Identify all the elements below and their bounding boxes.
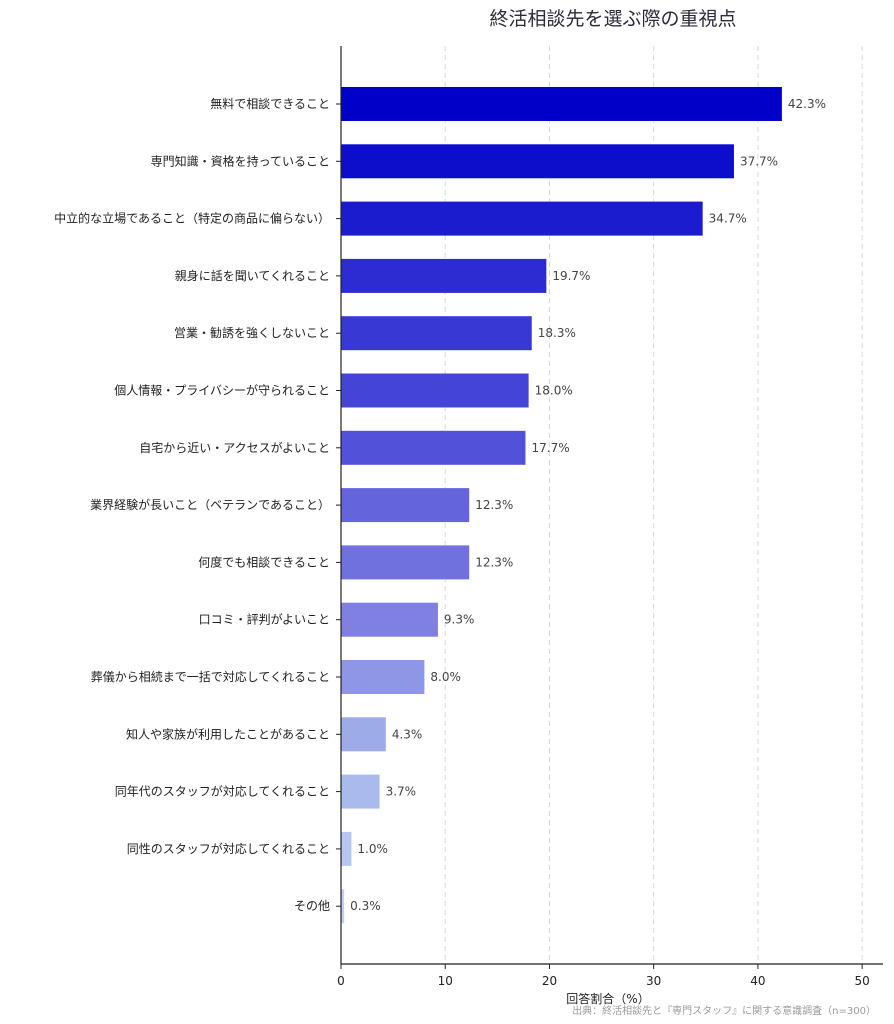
chart-title: 終活相談先を選ぶ際の重視点 [489, 8, 736, 30]
category-label: 無料で相談できること [210, 96, 330, 111]
data-label: 12.3% [475, 555, 513, 569]
bar [341, 660, 425, 694]
category-label: 専門知識・資格を持っていること [151, 153, 330, 168]
bar [341, 717, 386, 752]
x-tick-label: 10 [438, 974, 453, 988]
category-label: 同年代のスタッフが対応してくれること [115, 784, 330, 799]
data-label: 1.0% [357, 842, 388, 856]
bar [341, 889, 345, 924]
bars [341, 87, 782, 924]
category-label: その他 [294, 899, 330, 913]
bar [341, 488, 470, 523]
bar [341, 316, 532, 351]
category-label: 中立的な立場であること（特定の商品に偏らない） [54, 211, 330, 226]
bar [341, 144, 734, 179]
source-note: 出典：終活相談先と『専門スタッフ』に関する意識調査（n=300） [572, 1004, 876, 1017]
data-label: 34.7% [709, 212, 747, 226]
data-label: 42.3% [788, 97, 826, 111]
bar [341, 373, 529, 408]
category-label: 同性のスタッフが対応してくれること [127, 841, 330, 856]
data-label: 37.7% [740, 154, 778, 168]
bar [341, 430, 526, 465]
data-label: 19.7% [552, 269, 590, 283]
category-label: 個人情報・プライバシーが守られること [114, 383, 330, 398]
data-label: 12.3% [475, 498, 513, 512]
data-label: 18.0% [535, 384, 573, 398]
category-label: 自宅から近い・アクセスがよいこと [139, 440, 330, 455]
x-tick-label: 0 [337, 974, 345, 988]
x-axis-ticks: 0 10 20 30 40 50 [337, 964, 870, 988]
data-label: 0.3% [350, 899, 381, 913]
category-label: 口コミ・評判がよいこと [199, 612, 330, 627]
bar [341, 258, 547, 293]
data-label: 3.7% [386, 785, 417, 799]
data-label: 9.3% [444, 613, 475, 627]
category-label: 知人や家族が利用したことがあること [126, 726, 330, 741]
grid-lines [444, 46, 863, 964]
x-tick-label: 20 [542, 974, 557, 988]
data-label: 4.3% [392, 727, 423, 741]
x-axis-label: 回答割合（%） [566, 991, 649, 1006]
bar [341, 831, 352, 866]
data-label: 18.3% [538, 326, 576, 340]
data-label: 8.0% [430, 670, 461, 684]
category-label: 葬儀から相続まで一括で対応してくれること [91, 669, 330, 684]
bar [341, 201, 703, 236]
category-label: 親身に話を聞いてくれること [175, 268, 330, 283]
x-tick-label: 40 [750, 974, 765, 988]
x-tick-label: 50 [855, 974, 870, 988]
category-label: 業界経験が長いこと（ベテランであること） [90, 497, 330, 512]
bar [341, 87, 782, 121]
category-label: 何度でも相談できること [198, 554, 330, 569]
bar [341, 545, 470, 580]
data-label: 17.7% [531, 441, 569, 455]
x-tick-label: 30 [646, 974, 661, 988]
category-labels: 無料で相談できること専門知識・資格を持っていること中立的な立場であること（特定の… [54, 96, 341, 913]
bar [341, 602, 438, 637]
category-label: 営業・勧誘を強くしないこと [174, 326, 330, 340]
bar [341, 774, 380, 809]
value-labels: 42.3% 37.7% 34.7% 19.7% 18.3% 18.0% 17.7% 12.3%… [350, 97, 826, 913]
